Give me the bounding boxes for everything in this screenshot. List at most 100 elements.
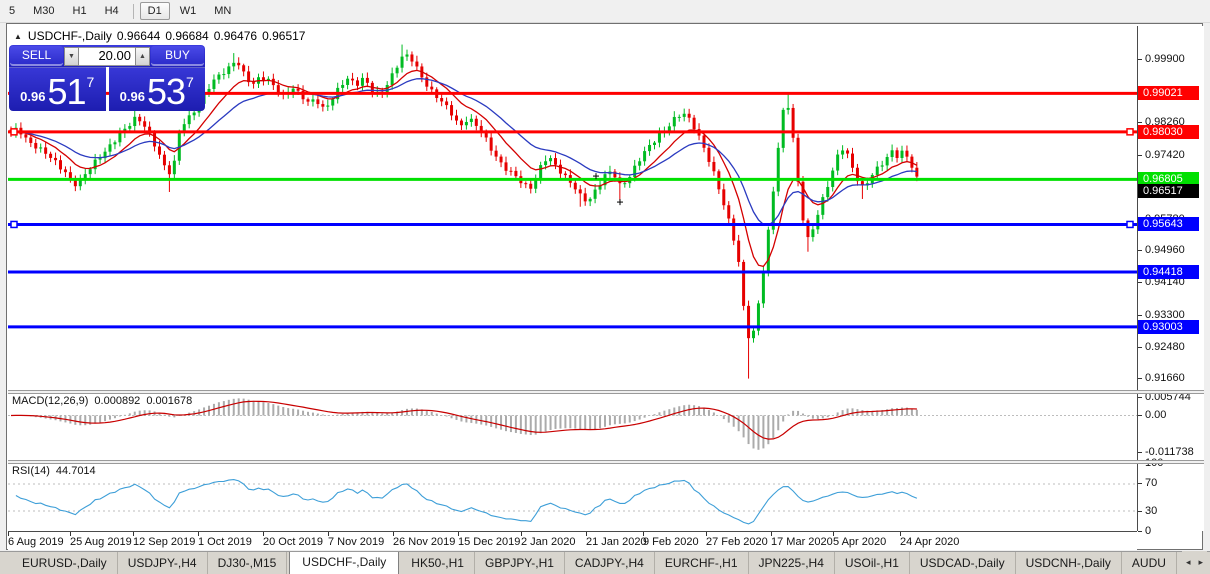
price-tick-0.94960: 0.94960: [1145, 244, 1185, 257]
sell-button[interactable]: SELL: [10, 46, 63, 66]
date-label-26-Nov-2019: 26 Nov 2019: [393, 536, 456, 548]
sell-price-base: 0.96: [20, 89, 46, 104]
level-handle[interactable]: [10, 128, 18, 136]
level-handle[interactable]: [1126, 128, 1134, 136]
chart-tab-cadjpy-h4[interactable]: CADJPY-,H4: [565, 552, 655, 574]
rsi-tick-70: 70: [1145, 477, 1158, 490]
current-price-badge: 0.96517: [1138, 183, 1199, 198]
one-click-trade-panel: SELL ▼ 20.00 ▲ BUY 0.96 51 7 0.96 53 7: [9, 45, 205, 111]
date-tick: [198, 532, 199, 536]
ohlc-high: 0.96684: [165, 29, 209, 43]
price-level-badge-0.99021: 0.99021: [1138, 86, 1199, 101]
buy-button[interactable]: BUY: [151, 46, 204, 66]
chart-tab-hk50-h1[interactable]: HK50-,H1: [401, 552, 475, 574]
ohlc-open: 0.96644: [116, 29, 161, 43]
chart-tab-dj30-m15[interactable]: DJ30-,M15: [208, 552, 288, 574]
rsi-indicator-label: RSI(14) 44.7014: [12, 465, 102, 477]
chart-tab-usdcnh-daily[interactable]: USDCNH-,Daily: [1016, 552, 1122, 574]
macd-indicator-label: MACD(12,26,9) 0.000892 0.001678: [12, 395, 198, 407]
price-tick-0.97420-tick: [1138, 155, 1142, 156]
volume-decrease-button[interactable]: ▼: [64, 46, 79, 66]
rsi-tick-0: 0: [1145, 524, 1152, 537]
macd-value-signal: 0.001678: [146, 395, 193, 407]
date-tick: [771, 532, 772, 536]
sell-price-box[interactable]: 0.96 51 7: [9, 67, 106, 111]
timeframe-button-5[interactable]: 5: [9, 5, 16, 17]
date-label-2-Jan-2020: 2 Jan 2020: [521, 536, 576, 548]
date-tick: [643, 532, 644, 536]
date-tick: [133, 532, 134, 536]
tab-scroll-left-icon[interactable]: ◂: [1185, 557, 1191, 567]
price-chart-canvas[interactable]: [8, 26, 1137, 531]
price-tick-0.93300-tick: [1138, 314, 1142, 316]
level-handle[interactable]: [10, 220, 18, 229]
rsi-pane-splitter[interactable]: [8, 460, 1204, 464]
timeframe-button-w1[interactable]: W1: [179, 5, 197, 17]
chart-tab-jpn225-h4[interactable]: JPN225-,H4: [749, 552, 835, 574]
macd-pane-splitter[interactable]: [8, 390, 1204, 394]
price-tick-0.91660: 0.91660: [1145, 372, 1185, 385]
macd-tick--0.011738: -0.011738: [1145, 445, 1194, 458]
tab-scroll-right-icon[interactable]: ▸: [1198, 557, 1203, 567]
date-label-21-Jan-2020: 21 Jan 2020: [586, 536, 647, 548]
volume-input[interactable]: 20.00: [79, 46, 135, 66]
buy-price-base: 0.96: [119, 89, 145, 104]
date-tick: [393, 532, 394, 536]
trade-panel-prices: 0.96 51 7 0.96 53 7: [9, 67, 205, 111]
date-tick: [833, 532, 834, 536]
chart-tab-usdcad-daily[interactable]: USDCAD-,Daily: [910, 552, 1016, 574]
level-handle[interactable]: [1126, 220, 1134, 229]
tab-scroll-arrows: ◂ ▸: [1181, 551, 1207, 574]
date-tick: [8, 532, 9, 536]
price-tick-0.94140: 0.94140: [1145, 276, 1185, 289]
price-level-badge-0.93003: 0.93003: [1138, 319, 1199, 334]
buy-price-box[interactable]: 0.96 53 7: [108, 67, 205, 112]
buy-price-pip: 7: [186, 74, 194, 90]
collapse-chart-icon[interactable]: ▲: [14, 32, 22, 41]
buy-price-big: 53: [146, 71, 186, 112]
trade-panel-top-row: SELL ▼ 20.00 ▲ BUY: [9, 45, 205, 67]
date-label-9-Feb-2020: 9 Feb 2020: [643, 536, 699, 548]
date-label-5-Apr-2020: 5 Apr 2020: [833, 536, 887, 548]
chart-tab-usdchf-daily[interactable]: USDCHF-,Daily: [289, 552, 400, 574]
chart-title: ▲ USDCHF-,Daily 0.96644 0.96684 0.96476 0.965…: [14, 29, 305, 43]
price-tick-0.99900: 0.99900: [1145, 52, 1185, 65]
date-label-25-Aug-2019: 25 Aug 2019: [70, 536, 132, 548]
date-axis[interactable]: 6 Aug 2019 25 Aug 2019 12 Sep 2019 1 Oct 20…: [8, 531, 1137, 550]
chart-symbol-label: USDCHF-,Daily: [27, 29, 112, 43]
macd-tick-0.00-tick: [1138, 415, 1142, 416]
timeframe-button-h4[interactable]: H4: [104, 5, 119, 17]
price-level-badge-0.96805: 0.96805: [1138, 172, 1199, 187]
price-tick-0.92480: 0.92480: [1145, 340, 1185, 353]
chart-tab-eurchf-h1[interactable]: EURCHF-,H1: [655, 552, 749, 574]
price-tick-0.91660-tick: [1138, 378, 1142, 380]
macd-tick-0.005744-tick: [1138, 396, 1142, 398]
timeframe-button-d1[interactable]: D1: [139, 2, 170, 20]
chart-tab-audu[interactable]: AUDU: [1122, 552, 1177, 574]
chart-tab-usoil-h1[interactable]: USOil-,H1: [835, 552, 910, 574]
rsi-tick-30: 30: [1145, 504, 1158, 517]
date-label-27-Feb-2020: 27 Feb 2020: [706, 536, 768, 548]
volume-increase-button[interactable]: ▲: [135, 46, 150, 66]
rsi-tick-0-tick: [1138, 530, 1142, 532]
date-tick: [521, 532, 522, 536]
timeframe-button-mn[interactable]: MN: [214, 5, 232, 17]
price-level-badge-0.94418: 0.94418: [1138, 264, 1199, 279]
date-tick: [900, 532, 901, 536]
date-tick: [70, 532, 71, 536]
timeframe-toolbar: 5 M30 H1 H4 D1 W1 MN: [0, 0, 1210, 23]
timeframe-button-m30[interactable]: M30: [33, 5, 55, 17]
date-label-24-Apr-2020: 24 Apr 2020: [900, 536, 960, 548]
ohlc-low: 0.96476: [213, 29, 258, 43]
price-level-badge-0.98030: 0.98030: [1138, 124, 1199, 139]
date-label-15-Dec-2019: 15 Dec 2019: [458, 536, 521, 548]
timeframe-button-h1[interactable]: H1: [72, 5, 87, 17]
chart-tab-gbpjpy-h1[interactable]: GBPJPY-,H1: [475, 552, 565, 574]
macd-value-main: 0.000892: [94, 395, 141, 407]
chart-tab-usdjpy-h4[interactable]: USDJPY-,H4: [118, 552, 208, 574]
macd-name: MACD(12,26,9): [12, 395, 89, 407]
chart-tab-eurusd-daily[interactable]: EURUSD-,Daily: [12, 552, 118, 574]
price-axis[interactable]: 0.999000.982600.974200.957800.949600.941…: [1137, 26, 1204, 537]
date-tick: [586, 532, 587, 536]
price-tick-0.94140-tick: [1138, 282, 1142, 284]
